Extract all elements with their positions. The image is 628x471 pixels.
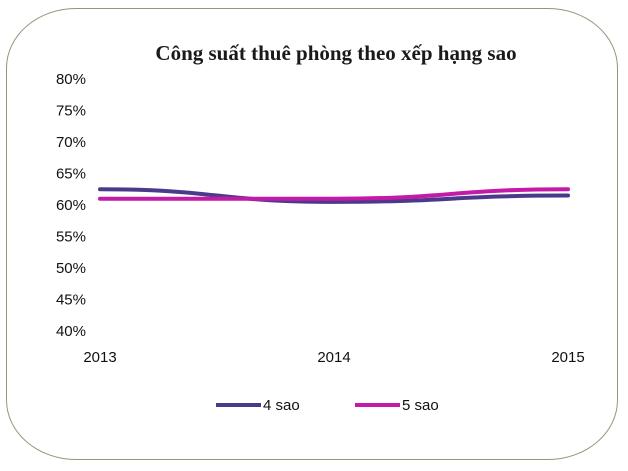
series-lines — [98, 187, 570, 204]
x-axis-ticks: 2013 2014 2015 — [83, 349, 584, 366]
y-tick-label: 60% — [56, 197, 86, 214]
y-tick-label: 75% — [56, 103, 86, 120]
x-tick-label: 2015 — [551, 349, 584, 366]
legend: 4 sao 5 sao — [216, 397, 439, 414]
chart-title: Công suất thuê phòng theo xếp hạng sao — [155, 41, 516, 65]
x-tick-label: 2014 — [317, 349, 350, 366]
legend-label-1: 4 sao — [263, 397, 300, 414]
y-tick-label: 40% — [56, 323, 86, 340]
series-line-1 — [98, 187, 570, 204]
y-tick-label: 45% — [56, 292, 86, 309]
legend-label-2: 5 sao — [402, 397, 439, 414]
y-tick-label: 70% — [56, 134, 86, 151]
y-axis-ticks: 40% 45% 50% 55% 60% 65% 70% 75% 80% — [56, 71, 86, 340]
y-tick-label: 65% — [56, 166, 86, 183]
x-tick-label: 2013 — [83, 349, 116, 366]
y-tick-label: 50% — [56, 260, 86, 277]
chart-frame — [6, 8, 618, 460]
y-tick-label: 80% — [56, 71, 86, 88]
y-tick-label: 55% — [56, 229, 86, 246]
series-line-2 — [98, 187, 570, 201]
